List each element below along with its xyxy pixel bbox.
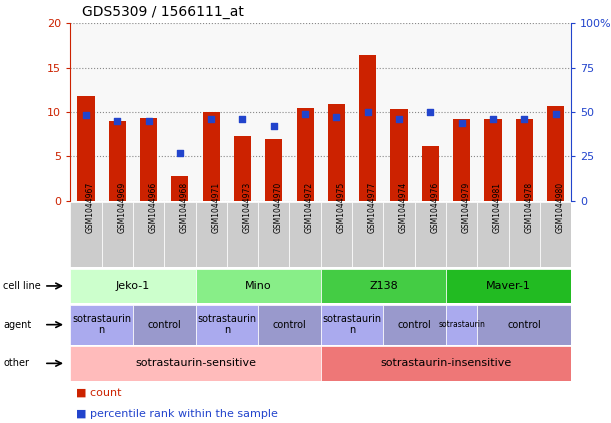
Text: GSM1044975: GSM1044975 (337, 181, 345, 233)
Point (207, 115, 216, 122)
Text: Jeko-1: Jeko-1 (115, 281, 150, 291)
Bar (101, 202, 133, 267)
Bar (547, 106, 564, 201)
Bar (384, 305, 446, 345)
Text: GSM1044966: GSM1044966 (148, 181, 158, 233)
Text: Maver-1: Maver-1 (486, 281, 531, 291)
Bar (446, 269, 571, 303)
Text: ■ count: ■ count (76, 387, 122, 398)
Bar (196, 305, 258, 345)
Text: GDS5309 / 1566111_at: GDS5309 / 1566111_at (82, 5, 244, 19)
Bar (352, 202, 384, 267)
Text: GSM1044981: GSM1044981 (493, 181, 502, 233)
Bar (540, 202, 571, 267)
Point (457, 119, 467, 126)
Text: sotrastaurin
n: sotrastaurin n (72, 314, 131, 335)
Bar (321, 202, 352, 267)
Bar (328, 104, 345, 201)
Point (363, 108, 373, 115)
Point (488, 115, 498, 122)
Bar (164, 202, 196, 267)
Text: sotrastaurin
n: sotrastaurin n (323, 314, 382, 335)
Bar (290, 202, 321, 267)
Point (300, 110, 310, 117)
Bar (516, 119, 533, 201)
Bar (258, 202, 290, 267)
Point (332, 114, 342, 121)
Text: GSM1044971: GSM1044971 (211, 181, 220, 233)
Text: control: control (147, 320, 181, 330)
Bar (477, 202, 509, 267)
Text: sotrastaurin: sotrastaurin (438, 320, 485, 329)
Bar (453, 119, 470, 201)
Bar (321, 269, 446, 303)
Text: GSM1044980: GSM1044980 (555, 181, 565, 233)
Point (425, 108, 435, 115)
Text: GSM1044972: GSM1044972 (305, 181, 314, 233)
Text: sotrastaurin-insensitive: sotrastaurin-insensitive (381, 358, 511, 368)
Point (269, 123, 279, 129)
Bar (446, 305, 477, 345)
Point (394, 115, 404, 122)
Text: GSM1044978: GSM1044978 (524, 181, 533, 233)
Text: GSM1044968: GSM1044968 (180, 181, 189, 233)
Text: Z138: Z138 (369, 281, 398, 291)
Bar (384, 202, 415, 267)
Bar (196, 269, 321, 303)
Text: ■ percentile rank within the sample: ■ percentile rank within the sample (76, 409, 278, 419)
Bar (171, 176, 188, 201)
Text: sotrastaurin
n: sotrastaurin n (197, 314, 257, 335)
Point (519, 115, 529, 122)
Bar (196, 202, 227, 267)
Bar (446, 202, 477, 267)
Bar (359, 55, 376, 201)
Text: GSM1044977: GSM1044977 (368, 181, 377, 233)
Bar (78, 96, 95, 201)
Text: GSM1044974: GSM1044974 (399, 181, 408, 233)
Bar (70, 305, 133, 345)
Bar (70, 202, 101, 267)
Point (551, 110, 560, 117)
Text: control: control (508, 320, 541, 330)
Text: agent: agent (3, 320, 31, 330)
Bar (509, 202, 540, 267)
Text: control: control (398, 320, 431, 330)
Bar (133, 202, 164, 267)
Bar (109, 121, 126, 201)
Text: sotrastaurin-sensitive: sotrastaurin-sensitive (135, 358, 256, 368)
Text: other: other (3, 358, 29, 368)
Text: GSM1044973: GSM1044973 (243, 181, 252, 233)
Point (144, 117, 153, 124)
Bar (70, 346, 321, 381)
Bar (70, 269, 196, 303)
Text: GSM1044979: GSM1044979 (462, 181, 470, 233)
Bar (485, 119, 502, 201)
Bar (234, 136, 251, 201)
Bar (321, 305, 384, 345)
Text: Mino: Mino (245, 281, 271, 291)
Text: GSM1044976: GSM1044976 (430, 181, 439, 233)
Bar (133, 305, 196, 345)
Bar (321, 346, 571, 381)
Text: GSM1044967: GSM1044967 (86, 181, 95, 233)
Bar (422, 146, 439, 201)
Bar (390, 109, 408, 201)
Bar (203, 112, 220, 201)
Bar (265, 139, 282, 201)
Text: GSM1044970: GSM1044970 (274, 181, 283, 233)
Bar (477, 305, 571, 345)
Bar (140, 118, 157, 201)
Text: cell line: cell line (3, 281, 41, 291)
Point (112, 117, 122, 124)
Bar (296, 108, 313, 201)
Point (175, 149, 185, 156)
Bar (258, 305, 321, 345)
Point (238, 115, 247, 122)
Bar (227, 202, 258, 267)
Text: GSM1044969: GSM1044969 (117, 181, 126, 233)
Bar (415, 202, 446, 267)
Point (81, 112, 91, 119)
Text: control: control (273, 320, 306, 330)
